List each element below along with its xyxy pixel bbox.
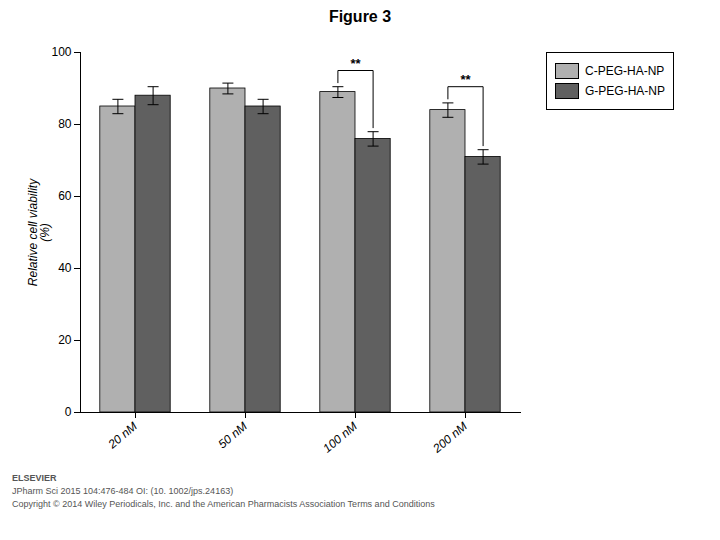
html-text:C-PEG-HA-NP: C-PEG-HA-NP <box>585 64 665 78</box>
html-text:Copyright © 2014 Wiley Periodi: Copyright © 2014 Wiley Periodicals, Inc.… <box>12 499 435 509</box>
html-text:JPharm Sci 2015 104:476-484 OI: JPharm Sci 2015 104:476-484 OI: (10. 100… <box>12 486 234 496</box>
svg-text:100 nM: 100 nM <box>320 419 360 455</box>
svg-text:**: ** <box>350 56 361 71</box>
svg-text:20: 20 <box>58 333 72 347</box>
svg-text:Relative cell viability(%): Relative cell viability(%) <box>26 178 52 286</box>
html-text:Figure 3: Figure 3 <box>328 8 392 25</box>
svg-text:50 nM: 50 nM <box>215 419 250 451</box>
svg-text:0: 0 <box>65 405 72 419</box>
svg-text:**: ** <box>460 72 471 87</box>
svg-text:40: 40 <box>58 261 72 275</box>
html-text:G-PEG-HA-NP: G-PEG-HA-NP <box>585 84 665 98</box>
svg-text:60: 60 <box>58 189 72 203</box>
svg-text:100: 100 <box>51 45 71 59</box>
html-text:ELSEVIER: ELSEVIER <box>12 473 57 483</box>
svg-text:80: 80 <box>58 117 72 131</box>
svg-text:20 nM: 20 nM <box>105 419 140 452</box>
svg-text:200 nM: 200 nM <box>429 419 469 456</box>
